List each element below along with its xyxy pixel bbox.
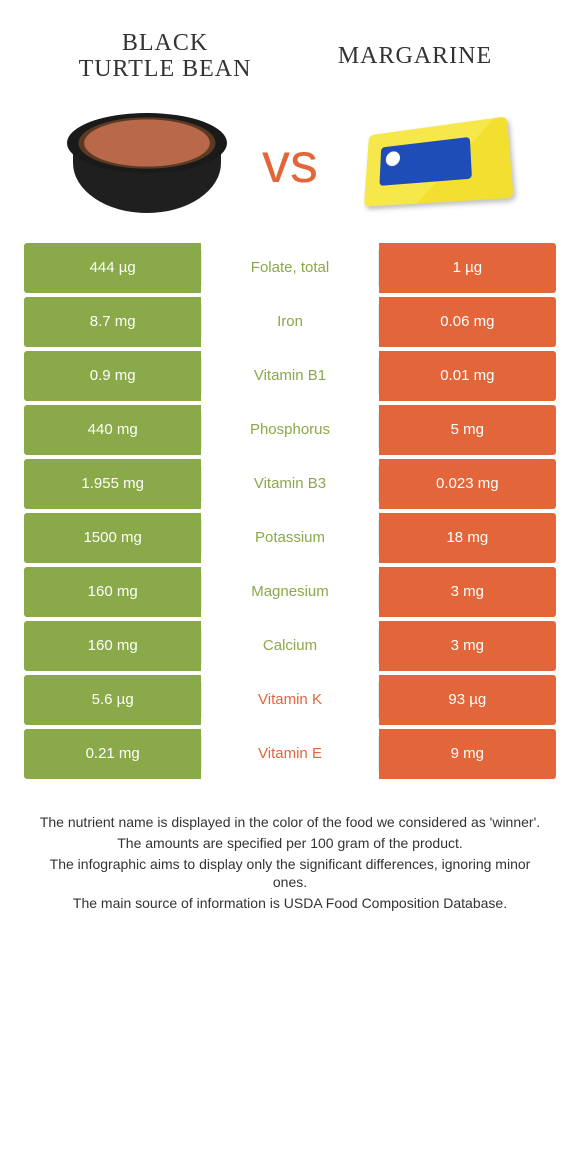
nutrient-name-cell: Folate, total (201, 243, 378, 293)
beans-bowl-icon (67, 113, 227, 213)
footer-notes: The nutrient name is displayed in the co… (34, 813, 546, 913)
footer-line: The infographic aims to display only the… (34, 855, 546, 893)
right-food-title: Margarine (338, 43, 492, 69)
nutrient-name-cell: Vitamin K (201, 675, 378, 725)
left-value-cell: 160 mg (24, 567, 201, 617)
footer-line: The amounts are specified per 100 gram o… (34, 834, 546, 853)
table-row: 160 mgMagnesium3 mg (24, 567, 556, 617)
left-value-cell: 1.955 mg (24, 459, 201, 509)
nutrient-name-cell: Iron (201, 297, 378, 347)
left-food-image (40, 113, 254, 213)
right-value-cell: 93 µg (379, 675, 556, 725)
nutrient-name-cell: Calcium (201, 621, 378, 671)
left-value-cell: 5.6 µg (24, 675, 201, 725)
table-row: 0.9 mgVitamin B10.01 mg (24, 351, 556, 401)
left-value-cell: 8.7 mg (24, 297, 201, 347)
right-value-cell: 0.023 mg (379, 459, 556, 509)
right-food-image (326, 123, 540, 203)
left-value-cell: 444 µg (24, 243, 201, 293)
table-row: 1500 mgPotassium18 mg (24, 513, 556, 563)
nutrient-name-cell: Vitamin E (201, 729, 378, 779)
right-value-cell: 0.06 mg (379, 297, 556, 347)
right-value-cell: 0.01 mg (379, 351, 556, 401)
nutrient-name-cell: Phosphorus (201, 405, 378, 455)
right-value-cell: 9 mg (379, 729, 556, 779)
nutrition-table: 444 µgFolate, total1 µg8.7 mgIron0.06 mg… (24, 243, 556, 779)
nutrient-name-cell: Vitamin B1 (201, 351, 378, 401)
nutrient-name-cell: Magnesium (201, 567, 378, 617)
left-value-cell: 160 mg (24, 621, 201, 671)
header-right: Margarine (290, 30, 540, 83)
images-row: vs (0, 93, 580, 243)
vs-label: vs (254, 130, 326, 195)
right-value-cell: 1 µg (379, 243, 556, 293)
right-value-cell: 3 mg (379, 621, 556, 671)
left-value-cell: 0.9 mg (24, 351, 201, 401)
right-value-cell: 18 mg (379, 513, 556, 563)
nutrient-name-cell: Vitamin B3 (201, 459, 378, 509)
left-value-cell: 0.21 mg (24, 729, 201, 779)
table-row: 0.21 mgVitamin E9 mg (24, 729, 556, 779)
right-value-cell: 5 mg (379, 405, 556, 455)
left-food-title: Black turtle bean (40, 30, 290, 83)
footer-line: The nutrient name is displayed in the co… (34, 813, 546, 832)
right-value-cell: 3 mg (379, 567, 556, 617)
header: Black turtle bean Margarine (0, 0, 580, 93)
footer-line: The main source of information is USDA F… (34, 894, 546, 913)
nutrient-name-cell: Potassium (201, 513, 378, 563)
margarine-pack-icon (358, 123, 508, 203)
table-row: 444 µgFolate, total1 µg (24, 243, 556, 293)
table-row: 5.6 µgVitamin K93 µg (24, 675, 556, 725)
table-row: 160 mgCalcium3 mg (24, 621, 556, 671)
header-left: Black turtle bean (40, 30, 290, 83)
left-value-cell: 1500 mg (24, 513, 201, 563)
table-row: 440 mgPhosphorus5 mg (24, 405, 556, 455)
left-value-cell: 440 mg (24, 405, 201, 455)
table-row: 1.955 mgVitamin B30.023 mg (24, 459, 556, 509)
table-row: 8.7 mgIron0.06 mg (24, 297, 556, 347)
